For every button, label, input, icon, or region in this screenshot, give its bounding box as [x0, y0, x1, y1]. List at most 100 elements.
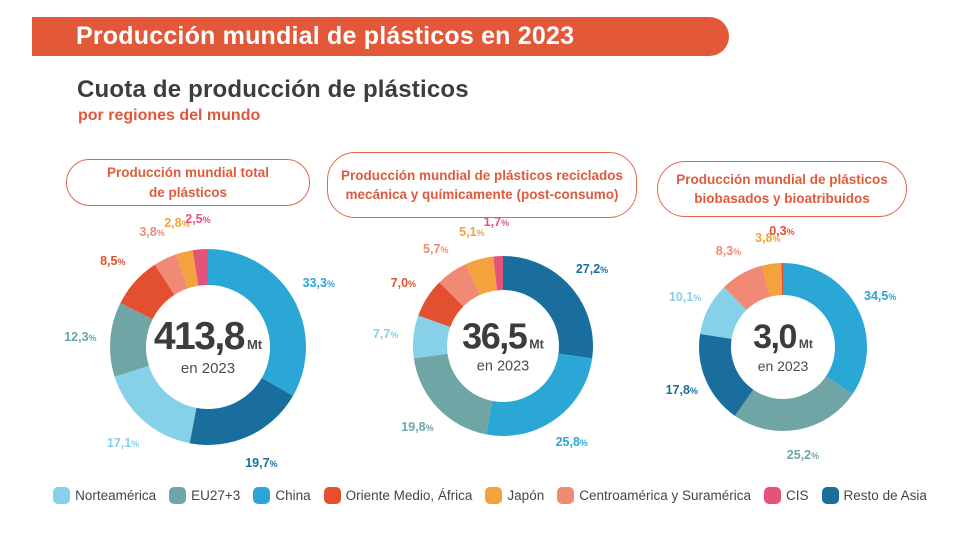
- chart2-center-text: 36,5 Mt en 2023: [413, 315, 593, 374]
- chart1-center-caption: en 2023: [180, 359, 236, 377]
- slice-oriente-medio-africa: [120, 264, 175, 320]
- percent-label-resto-de-asia: 17,8%: [665, 383, 698, 398]
- chart2-center-value: 36,5: [462, 315, 528, 357]
- chart1-center-value: 413,8: [153, 314, 246, 358]
- legend-swatch-china: [253, 487, 271, 504]
- slice-norteamerica: [114, 365, 197, 444]
- slice-resto-de-asia: [189, 377, 293, 445]
- chart2-center-unit: Mt: [529, 337, 544, 352]
- banner-text: Producción mundial de plásticos en 2023: [76, 22, 575, 50]
- legend-item-eu27-3: EU27+3: [169, 487, 240, 504]
- percent-label-norteamerica: 17,1%: [106, 435, 140, 450]
- legend-swatch-norteamerica: [53, 487, 71, 504]
- donut-ring: [109, 249, 306, 445]
- legend-label: EU27+3: [191, 488, 241, 503]
- legend-item-norteamerica: Norteamérica: [53, 487, 156, 504]
- percent-label-japon: 2,8%: [164, 215, 190, 230]
- legend-label: Resto de Asia: [843, 488, 927, 503]
- slice-oriente-medio-africa: [418, 282, 464, 328]
- slice-china: [486, 353, 593, 437]
- legend-item-centroamerica-y-suramerica: Centroamérica y Suramérica: [557, 487, 751, 504]
- percent-label-centroamerica-y-suramerica: 8,3%: [715, 244, 742, 259]
- slice-eu27-3: [109, 303, 153, 377]
- percent-label-resto-de-asia: 19,7%: [245, 456, 278, 471]
- legend-label: CIS: [786, 488, 809, 503]
- percent-label-cis: 1,7%: [483, 215, 510, 230]
- chart3-title: Producción mundial de plásticos biobasad…: [676, 171, 888, 206]
- slice-cis: [493, 256, 503, 291]
- slice-china: [783, 263, 867, 395]
- slice-japon: [465, 256, 498, 296]
- slice-japon: [175, 250, 199, 289]
- donut-ring: [413, 256, 593, 437]
- slice-china: [208, 249, 306, 396]
- legend-label: China: [275, 488, 311, 503]
- slice-eu27-3: [734, 376, 853, 432]
- percent-label-eu27-3: 12,3%: [64, 329, 97, 344]
- percent-label-norteamerica: 7,7%: [372, 326, 399, 341]
- donut-chart-total: 413,8 Mt en 2023 33,3% 19,7% 17,1% 12,3% 8,5…: [38, 177, 378, 517]
- donut-ring: [698, 262, 867, 432]
- slice-centroamerica-y-suramerica: [154, 254, 188, 295]
- slice-norteamerica: [700, 287, 747, 339]
- slice-cis: [192, 249, 208, 286]
- percent-label-oriente-medio-africa: 7,0%: [390, 275, 417, 290]
- chart3-center-caption: en 2023: [757, 357, 809, 374]
- percent-label-centroamerica-y-suramerica: 5,7%: [423, 242, 449, 257]
- slice-norteamerica: [413, 315, 451, 359]
- page-subtitle: por regiones del mundo: [78, 107, 261, 124]
- legend-item-oriente-medio-africa: Oriente Medio, África: [323, 487, 473, 504]
- percent-label-japon: 5,1%: [459, 225, 485, 240]
- slice-japon: [761, 263, 783, 297]
- chart1-title-pill: Producción mundial total de plásticos: [66, 159, 310, 206]
- slice-resto-de-asia: [503, 256, 593, 359]
- legend-item-japon: Japón: [485, 487, 544, 504]
- legend-swatch-centroamerica-y-suramerica: [557, 487, 575, 504]
- donut-chart-biobased: 3,0 Mt en 2023 34,5% 25,2% 17,8% 10,1% 8,3% 3…: [613, 177, 953, 517]
- chart3-center-unit: Mt: [798, 336, 813, 351]
- legend-label: Japón: [507, 488, 545, 503]
- chart1-title: Producción mundial total de plásticos: [106, 165, 269, 200]
- slice-centroamerica-y-suramerica: [723, 265, 770, 310]
- page-title: Cuota de producción de plásticos: [77, 76, 469, 103]
- legend-swatch-resto-de-asia: [821, 487, 839, 504]
- chart2-title-pill: Producción mundial de plásticos reciclad…: [327, 152, 637, 218]
- legend-item-resto-de-asia: Resto de Asia: [821, 487, 927, 504]
- percent-label-japon: 3,8%: [755, 231, 781, 246]
- percent-label-centroamerica-y-suramerica: 3,8%: [139, 224, 165, 239]
- legend-label: Norteamérica: [75, 488, 157, 503]
- chart3-center-value: 3,0: [753, 317, 797, 356]
- percent-label-oriente-medio-africa: 0,3%: [769, 224, 795, 238]
- percent-label-resto-de-asia: 27,2%: [575, 261, 609, 276]
- slice-oriente-medio-africa: [781, 262, 783, 296]
- chart2-center-caption: en 2023: [476, 358, 530, 375]
- slice-centroamerica-y-suramerica: [439, 264, 480, 307]
- legend-swatch-eu27-3: [169, 487, 187, 504]
- percent-label-eu27-3: 25,2%: [786, 448, 820, 463]
- legend-item-china: China: [253, 487, 311, 504]
- legend-label: Centroamérica y Suramérica: [579, 488, 752, 503]
- legend-swatch-cis: [764, 487, 782, 504]
- legend-label: Oriente Medio, África: [345, 488, 473, 503]
- percent-label-norteamerica: 10,1%: [668, 289, 702, 304]
- slice-eu27-3: [413, 353, 493, 435]
- chart3-title-pill: Producción mundial de plásticos biobasad…: [657, 161, 907, 217]
- percent-label-china: 34,5%: [864, 288, 897, 303]
- legend-swatch-japon: [485, 487, 503, 504]
- legend: Norteamérica EU27+3 China Oriente Medio, Áf…: [0, 487, 980, 504]
- percent-label-cis: 2,5%: [185, 212, 211, 227]
- legend-swatch-oriente-medio-africa: [323, 487, 341, 504]
- chart2-title: Producción mundial de plásticos reciclad…: [340, 167, 624, 202]
- title-banner: Producción mundial de plásticos en 2023: [32, 17, 729, 56]
- chart1-center-text: 413,8 Mt en 2023: [118, 315, 298, 377]
- chart1-center-unit: Mt: [246, 336, 263, 352]
- donut-chart-recycled: 36,5 Mt en 2023 27,2% 25,8% 19,8% 7,7% 7,0% 5…: [333, 176, 673, 516]
- chart3-center-text: 3,0 Mt en 2023: [693, 318, 873, 374]
- legend-item-cis: CIS: [764, 487, 809, 504]
- percent-label-china: 33,3%: [302, 275, 335, 290]
- percent-label-oriente-medio-africa: 8,5%: [100, 254, 126, 269]
- percent-label-eu27-3: 19,8%: [401, 420, 434, 435]
- percent-label-china: 25,8%: [555, 434, 588, 449]
- slice-resto-de-asia: [698, 333, 754, 416]
